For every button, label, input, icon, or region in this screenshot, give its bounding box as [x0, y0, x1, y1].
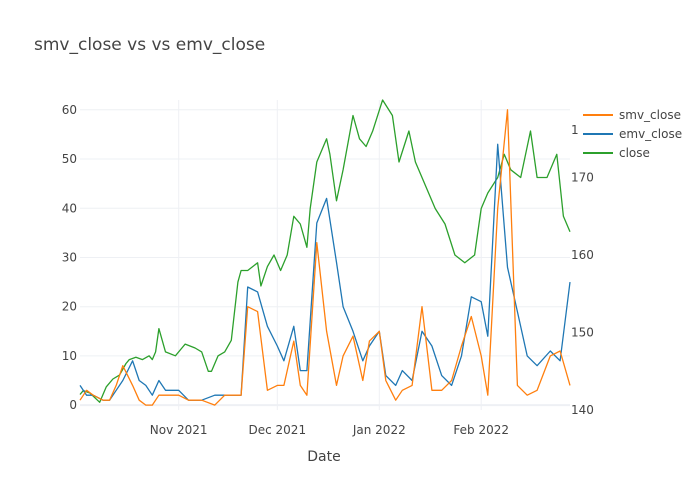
series-line-smv-close: [79, 109, 571, 406]
y-left-tick-label: 60: [62, 103, 77, 117]
series-line-emv-close: [79, 143, 571, 401]
grid-layer: [80, 100, 570, 410]
y-left-tick-label: 50: [62, 152, 77, 166]
x-tick-label: Nov 2021: [150, 423, 208, 437]
y-right-tick-label: 160: [571, 248, 594, 262]
y-right-tick-label: 140: [571, 403, 594, 417]
legend-label-smv-close: smv_close: [619, 108, 681, 122]
y-left-tick-label: 10: [62, 349, 77, 363]
y-right-tick-label: 150: [571, 326, 594, 340]
y-right-tick-label-partial: 1: [571, 123, 579, 137]
x-tick-label: Feb 2022: [453, 423, 509, 437]
x-tick-label: Dec 2021: [249, 423, 307, 437]
chart-title: smv_close vs vs emv_close: [34, 35, 265, 55]
y-left-tick-label: 0: [69, 398, 77, 412]
axis-layer: Nov 2021 Dec 2021 Jan 2022 Feb 2022 0 10 20 30 4…: [62, 103, 594, 437]
y-left-tick-label: 40: [62, 201, 77, 215]
series-line-close: [79, 99, 571, 403]
y-left-tick-label: 20: [62, 300, 77, 314]
y-right-tick-label: 170: [571, 171, 594, 185]
legend-label-close: close: [619, 146, 650, 160]
y-left-tick-label: 30: [62, 251, 77, 265]
legend-label-emv-close: emv_close: [619, 127, 682, 141]
x-tick-label: Jan 2022: [352, 423, 406, 437]
series-layer: [79, 99, 571, 406]
x-axis-title: Date: [307, 449, 340, 465]
